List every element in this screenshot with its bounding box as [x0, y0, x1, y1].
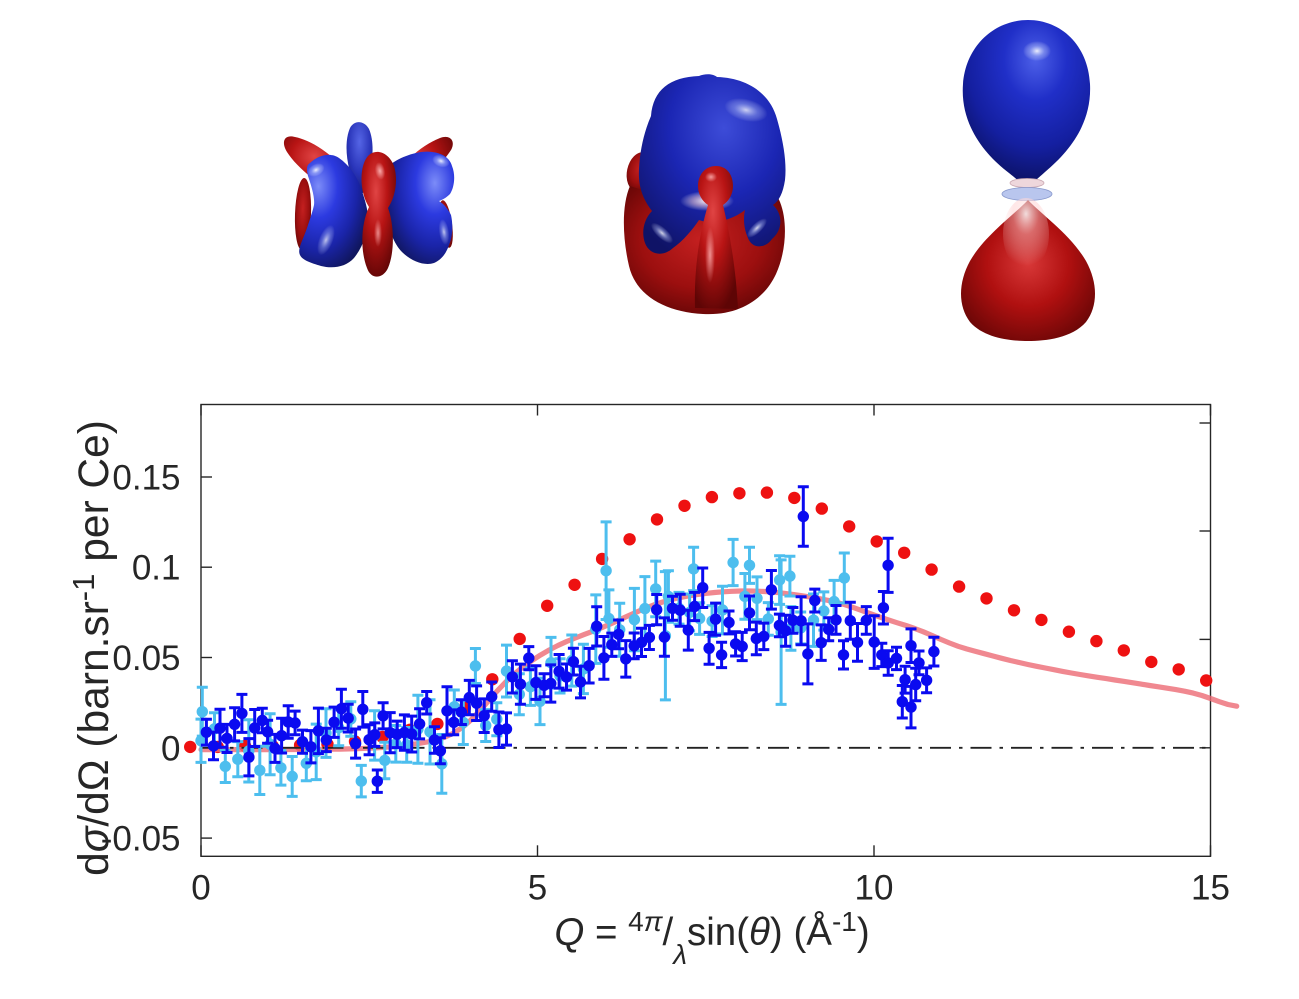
svg-text:5: 5 [528, 869, 547, 908]
svg-text:0.15: 0.15 [112, 459, 180, 498]
svg-text:Q = 4π/λsin(θ) (Å-1): Q = 4π/λsin(θ) (Å-1) [554, 906, 869, 970]
svg-text:0: 0 [161, 729, 180, 768]
svg-text:-0.05: -0.05 [101, 820, 181, 859]
svg-text:15: 15 [1191, 869, 1230, 908]
svg-text:10: 10 [855, 869, 894, 908]
svg-text:0: 0 [191, 869, 210, 908]
svg-text:dσ/dΩ (barn.sr-1 per Ce): dσ/dΩ (barn.sr-1 per Ce) [66, 420, 118, 876]
svg-text:0.1: 0.1 [132, 549, 181, 588]
svg-text:0.05: 0.05 [112, 639, 180, 678]
